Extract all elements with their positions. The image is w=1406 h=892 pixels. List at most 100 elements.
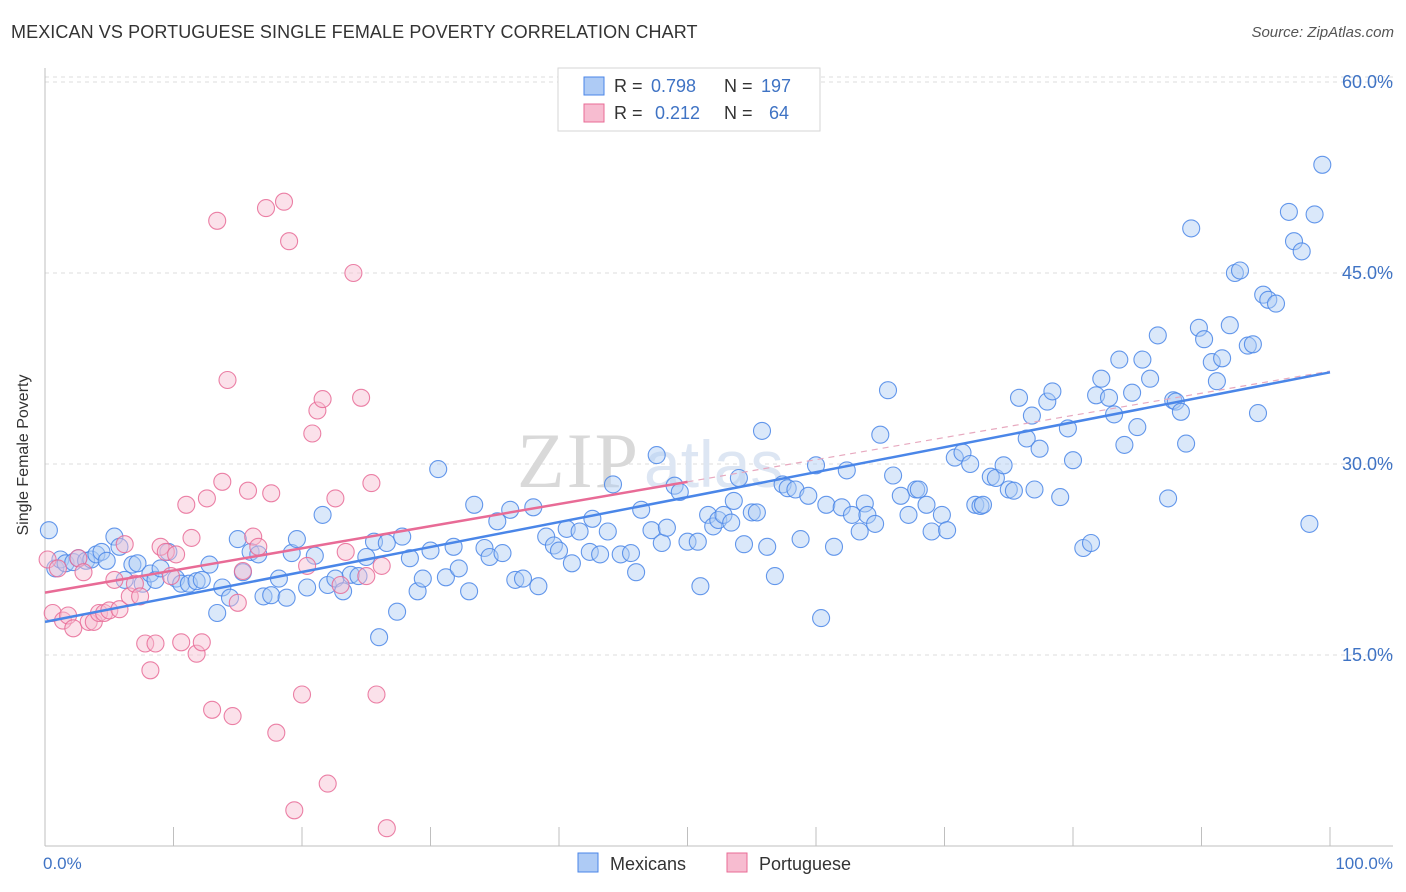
stats-r-label-mexicans: R = <box>614 76 643 96</box>
mexicans-point-167 <box>1128 418 1147 437</box>
mexicans-point-155 <box>1051 488 1070 507</box>
portuguese-point-40 <box>244 527 263 546</box>
trend-line-mexicans <box>44 371 1331 624</box>
mexicans-point-91 <box>657 518 676 537</box>
mexicans-point-69 <box>506 570 525 589</box>
trend-line-portuguese-extension <box>687 370 1331 483</box>
mexicans-point-171 <box>1159 489 1178 508</box>
portuguese-point-7 <box>74 563 93 582</box>
legend-swatch-mexicans <box>577 852 599 873</box>
portuguese-point-21 <box>146 634 165 653</box>
mexicans-point-10 <box>97 551 116 570</box>
stats-r-value-portuguese: 0.212 <box>655 103 700 123</box>
mexicans-point-12 <box>110 537 129 556</box>
source-label: Source: ZipAtlas.com <box>1251 24 1394 41</box>
mexicans-point-30 <box>228 530 247 549</box>
mexicans-point-67 <box>493 544 512 563</box>
series-mexicans <box>39 155 1332 647</box>
mexicans-point-81 <box>591 545 610 564</box>
mexicans-point-188 <box>1254 285 1273 304</box>
mexicans-point-164 <box>1110 350 1129 369</box>
mexicans-point-129 <box>891 486 910 505</box>
y-axis-label: Single Female Poverty <box>15 375 32 536</box>
watermark-zip: ZIP <box>517 417 640 504</box>
mexicans-point-90 <box>652 533 671 553</box>
x-tick-label-min: 0.0% <box>43 854 82 873</box>
mexicans-point-62 <box>460 582 479 601</box>
mexicans-point-161 <box>1092 369 1111 388</box>
mexicans-point-37 <box>277 588 296 607</box>
mexicans-point-192 <box>1284 232 1304 251</box>
portuguese-point-45 <box>274 192 294 211</box>
mexicans-point-56 <box>413 569 432 588</box>
portuguese-point-48 <box>292 685 312 704</box>
mexicans-point-125 <box>866 514 885 533</box>
x-tick-label-max: 100.0% <box>1335 854 1393 873</box>
mexicans-point-157 <box>1063 451 1083 470</box>
portuguese-point-22 <box>151 537 170 556</box>
mexicans-point-134 <box>922 522 941 541</box>
mexicans-point-61 <box>449 559 468 578</box>
portuguese-point-47 <box>285 801 304 820</box>
portuguese-point-35 <box>218 370 237 390</box>
mexicans-point-182 <box>1220 316 1239 335</box>
mexicans-point-196 <box>1313 155 1332 174</box>
portuguese-point-33 <box>208 211 227 230</box>
trend-lines <box>44 370 1331 624</box>
portuguese-point-42 <box>256 199 276 218</box>
stats-r-label-portuguese: R = <box>614 103 643 123</box>
portuguese-point-54 <box>326 489 345 508</box>
mexicans-point-104 <box>734 535 754 554</box>
mexicans-point-118 <box>824 537 844 556</box>
portuguese-point-28 <box>182 528 201 547</box>
mexicans-point-139 <box>961 454 980 474</box>
mexicans-point-64 <box>475 538 494 558</box>
portuguese-point-34 <box>213 472 232 491</box>
portuguese-point-25 <box>167 545 186 564</box>
portuguese-point-52 <box>313 390 332 409</box>
mexicans-point-187 <box>1248 404 1268 423</box>
mexicans-point-177 <box>1189 318 1208 337</box>
mexicans-point-193 <box>1292 242 1311 261</box>
mexicans-point-0 <box>39 521 58 540</box>
portuguese-point-51 <box>308 401 327 420</box>
mexicans-point-100 <box>714 505 733 524</box>
mexicans-point-22 <box>172 574 191 593</box>
mexicans-point-184 <box>1230 261 1250 280</box>
portuguese-point-29 <box>187 644 206 663</box>
mexicans-point-97 <box>699 505 718 524</box>
portuguese-point-31 <box>197 489 216 508</box>
mexicans-point-96 <box>691 577 710 596</box>
mexicans-point-132 <box>909 480 928 499</box>
stats-n-label-portuguese: N = <box>724 103 753 123</box>
mexicans-point-102 <box>724 491 743 510</box>
chart-title: MEXICAN VS PORTUGUESE SINGLE FEMALE POVE… <box>11 22 698 42</box>
mexicans-point-113 <box>791 530 810 549</box>
portuguese-point-5 <box>64 619 83 638</box>
y-tick-label-15: 15.0% <box>1342 645 1393 665</box>
mexicans-point-95 <box>688 532 707 551</box>
portuguese-point-0 <box>38 550 57 569</box>
mexicans-point-180 <box>1207 372 1226 391</box>
mexicans-point-174 <box>1171 402 1190 421</box>
mexicans-point-35 <box>262 586 281 605</box>
mexicans-point-70 <box>513 569 533 588</box>
stats-n-value-portuguese: 64 <box>769 103 789 123</box>
mexicans-point-181 <box>1213 349 1232 368</box>
mexicans-point-50 <box>370 628 389 647</box>
mexicans-point-147 <box>1004 481 1023 500</box>
series-portuguese <box>38 192 396 838</box>
mexicans-point-170 <box>1148 326 1167 345</box>
mexicans-point-179 <box>1202 353 1221 372</box>
legend-label-portuguese: Portuguese <box>759 854 851 874</box>
mexicans-point-89 <box>647 446 666 465</box>
mexicans-point-166 <box>1123 383 1142 402</box>
mexicans-point-136 <box>938 521 957 540</box>
stats-n-value-mexicans: 197 <box>761 76 791 96</box>
mexicans-point-72 <box>529 577 548 596</box>
mexicans-point-80 <box>583 509 602 528</box>
mexicans-point-51 <box>377 533 396 553</box>
portuguese-point-43 <box>262 484 281 503</box>
mexicans-point-47 <box>349 567 368 586</box>
portuguese-point-23 <box>156 542 175 561</box>
